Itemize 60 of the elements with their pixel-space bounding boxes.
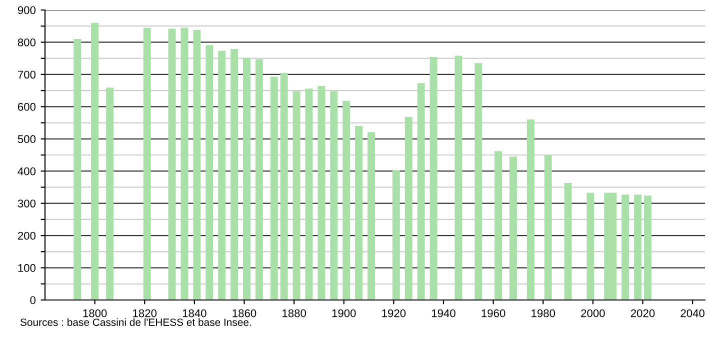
bar — [91, 22, 99, 300]
x-tick-label: 1800 — [83, 309, 107, 318]
bar — [404, 116, 412, 300]
x-tick-label: 1980 — [532, 309, 556, 318]
bar — [342, 100, 350, 300]
bar — [168, 28, 176, 300]
x-tick-label: 1840 — [182, 309, 206, 318]
x-tick-label: 2000 — [581, 309, 605, 318]
bar — [270, 76, 278, 300]
bar — [622, 194, 630, 300]
y-tick-label: 800 — [18, 38, 36, 46]
bar — [292, 91, 300, 300]
bar — [230, 48, 238, 300]
y-tick-label: 900 — [18, 6, 36, 14]
bar — [143, 28, 151, 300]
x-tick-label: 1960 — [482, 309, 506, 318]
bar — [564, 183, 572, 300]
y-tick-label: 200 — [18, 232, 36, 240]
y-tick-label: 400 — [18, 167, 36, 176]
bar — [106, 88, 114, 300]
bar — [454, 56, 462, 300]
bar — [243, 58, 250, 300]
x-tick-label: 1820 — [133, 309, 157, 318]
x-tick-label: 1940 — [432, 309, 456, 318]
x-tick-label: 2040 — [680, 309, 704, 318]
bar — [355, 126, 363, 300]
y-tick-label: 600 — [18, 102, 36, 111]
y-tick-label: 500 — [18, 135, 36, 144]
x-tick-label: 2020 — [630, 309, 655, 318]
bar — [634, 194, 642, 300]
x-tick-label: 1920 — [382, 309, 406, 318]
bar — [74, 39, 82, 300]
source-note: Sources : base Cassini de l'EHESS et base Insee. — [20, 318, 251, 326]
bar — [586, 192, 594, 300]
bar — [644, 196, 652, 300]
bar — [206, 45, 214, 300]
y-tick-label: 300 — [18, 200, 36, 208]
bar — [526, 120, 534, 300]
bar — [509, 156, 517, 300]
bar — [180, 28, 188, 300]
bar — [392, 170, 400, 300]
bar — [430, 57, 438, 300]
bar — [368, 132, 375, 300]
bar — [193, 30, 201, 300]
x-tick-label: 1860 — [232, 309, 256, 318]
bar — [544, 155, 552, 300]
x-tick-label: 1900 — [332, 309, 356, 318]
x-tick-label: 1880 — [282, 309, 306, 318]
bar — [218, 50, 226, 300]
bar — [474, 63, 482, 300]
bar — [494, 151, 502, 300]
bar — [417, 83, 425, 300]
bar — [305, 88, 313, 300]
bar — [255, 59, 263, 300]
bar — [280, 72, 288, 300]
y-tick-label: 100 — [18, 264, 36, 272]
bar — [330, 91, 338, 300]
y-tick-label: 700 — [18, 70, 36, 79]
bar — [318, 86, 326, 300]
y-tick-label: 0 — [30, 296, 36, 304]
